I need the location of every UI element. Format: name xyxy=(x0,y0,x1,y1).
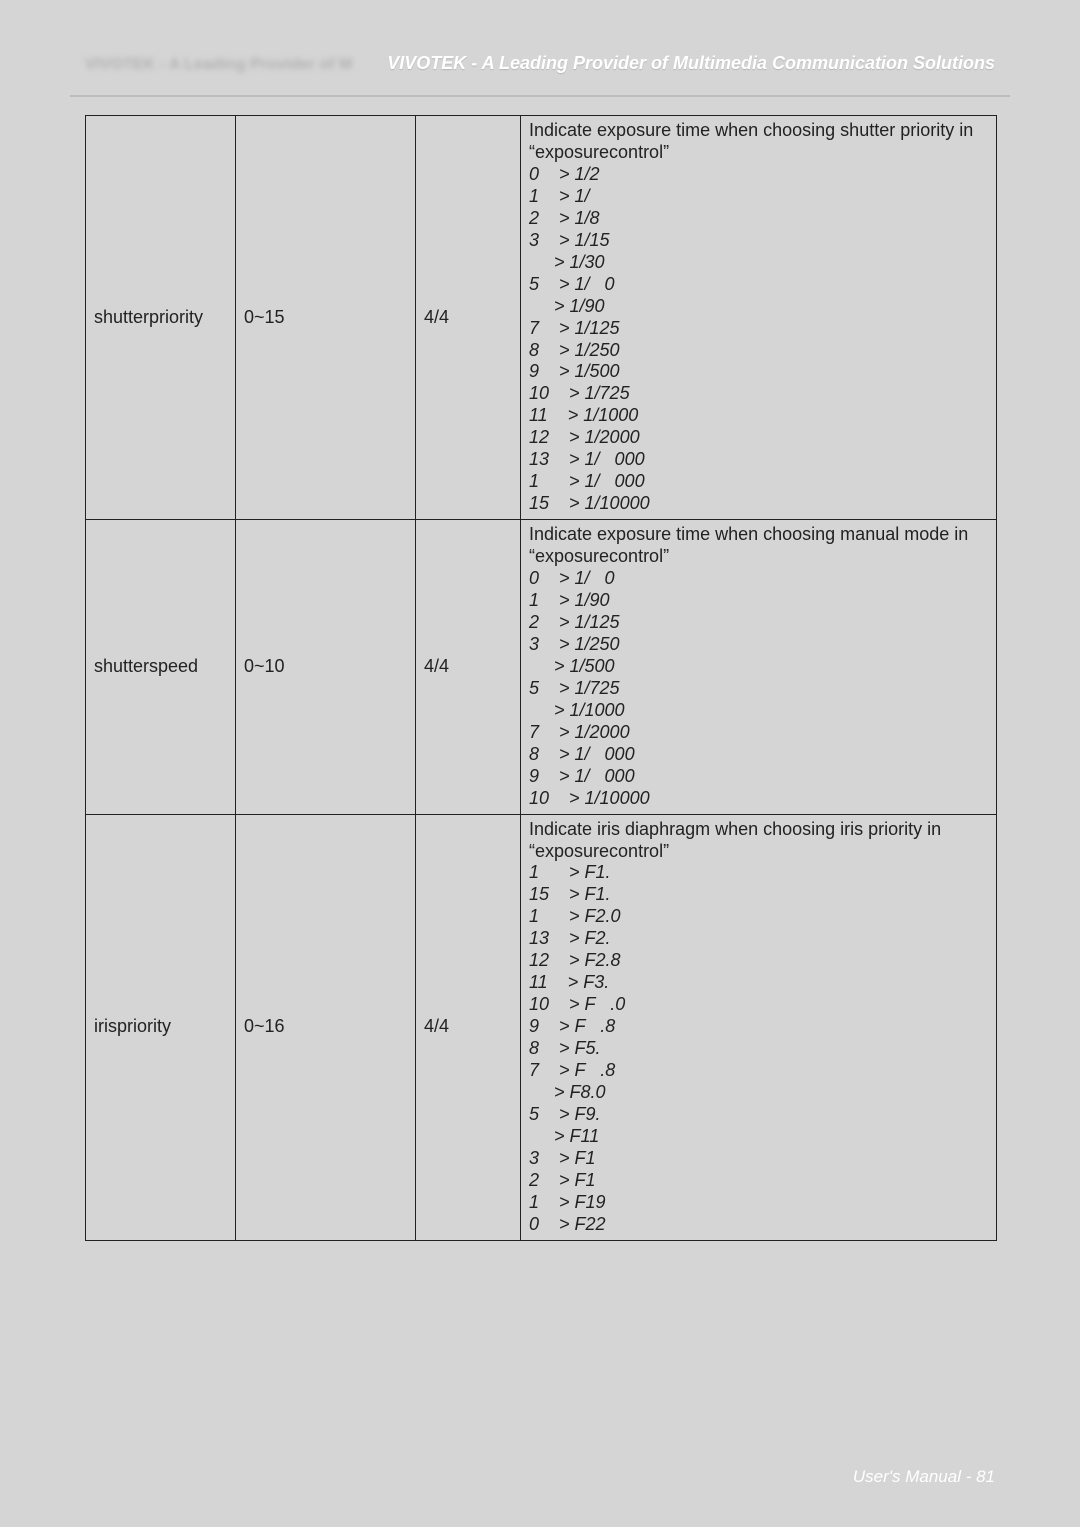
page-footer: User's Manual - 81 xyxy=(853,1467,995,1487)
header-title: VIVOTEK - A Leading Provider of Multimed… xyxy=(387,53,995,74)
cell-param: shutterpriority xyxy=(86,116,236,520)
table-row: shutterspeed0~104/4Indicate exposure tim… xyxy=(86,520,997,814)
cell-range: 0~10 xyxy=(236,520,416,814)
cell-range: 0~15 xyxy=(236,116,416,520)
header-blur-text: VIVOTEK - A Leading Provider of M xyxy=(85,56,352,74)
desc-intro: Indicate exposure time when choosing man… xyxy=(529,524,990,568)
cell-flags: 4/4 xyxy=(416,116,521,520)
cell-description: Indicate exposure time when choosing shu… xyxy=(521,116,997,520)
cell-param: irispriority xyxy=(86,814,236,1240)
value-list: 0 > 1/2 1 > 1/ 2 > 1/8 3 > 1/15 > 1/30 5… xyxy=(529,164,990,515)
content-area: shutterpriority0~154/4Indicate exposure … xyxy=(85,115,997,1241)
desc-intro: Indicate iris diaphragm when choosing ir… xyxy=(529,819,990,863)
cell-description: Indicate iris diaphragm when choosing ir… xyxy=(521,814,997,1240)
desc-intro: Indicate exposure time when choosing shu… xyxy=(529,120,990,164)
header: VIVOTEK - A Leading Provider of M VIVOTE… xyxy=(0,50,1080,90)
manual-page: VIVOTEK - A Leading Provider of M VIVOTE… xyxy=(0,0,1080,1527)
cell-description: Indicate exposure time when choosing man… xyxy=(521,520,997,814)
header-rule xyxy=(70,95,1010,97)
parameter-table: shutterpriority0~154/4Indicate exposure … xyxy=(85,115,997,1241)
cell-flags: 4/4 xyxy=(416,520,521,814)
cell-param: shutterspeed xyxy=(86,520,236,814)
cell-range: 0~16 xyxy=(236,814,416,1240)
value-list: 0 > 1/ 0 1 > 1/90 2 > 1/125 3 > 1/250 > … xyxy=(529,568,990,809)
cell-flags: 4/4 xyxy=(416,814,521,1240)
value-list: 1 > F1. 15 > F1. 1 > F2.0 13 > F2. 12 > … xyxy=(529,862,990,1235)
table-row: shutterpriority0~154/4Indicate exposure … xyxy=(86,116,997,520)
table-row: irispriority0~164/4Indicate iris diaphra… xyxy=(86,814,997,1240)
